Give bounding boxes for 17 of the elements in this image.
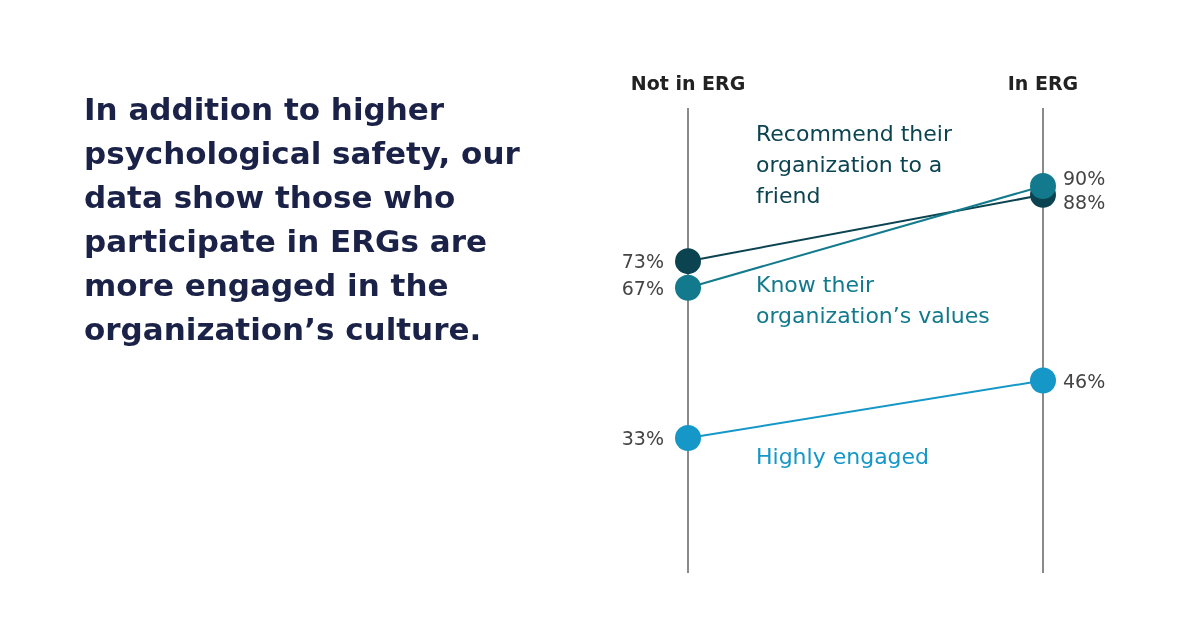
- series-label: Know their organization’s values: [756, 271, 990, 328]
- data-label: 88%: [1063, 191, 1106, 214]
- x-tick-label: In ERG: [1007, 72, 1079, 94]
- data-label: 33%: [621, 427, 664, 449]
- series-label: Highly engaged: [756, 444, 930, 470]
- data-label: 73%: [621, 250, 664, 273]
- text: In addition to higher psychological safety, our data show those who participate in ERGs are more engaged in the organization’s culture.: [84, 91, 521, 347]
- series-label: Recommend their organization to a friend: [756, 121, 953, 208]
- x-tick-label: Not in ERG: [630, 72, 746, 94]
- point: [675, 248, 701, 275]
- point: [1030, 367, 1056, 394]
- point: [675, 425, 701, 451]
- point: [675, 274, 701, 301]
- data-label: 46%: [1063, 369, 1106, 392]
- data-label: 67%: [621, 276, 664, 299]
- data-label: 90%: [1063, 167, 1106, 190]
- point: [1030, 173, 1056, 199]
